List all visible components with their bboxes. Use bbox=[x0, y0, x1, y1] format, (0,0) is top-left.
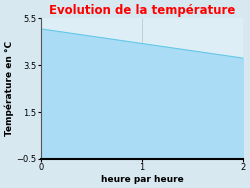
X-axis label: heure par heure: heure par heure bbox=[100, 175, 183, 184]
Y-axis label: Température en °C: Température en °C bbox=[4, 41, 14, 136]
Title: Evolution de la température: Evolution de la température bbox=[49, 4, 235, 17]
